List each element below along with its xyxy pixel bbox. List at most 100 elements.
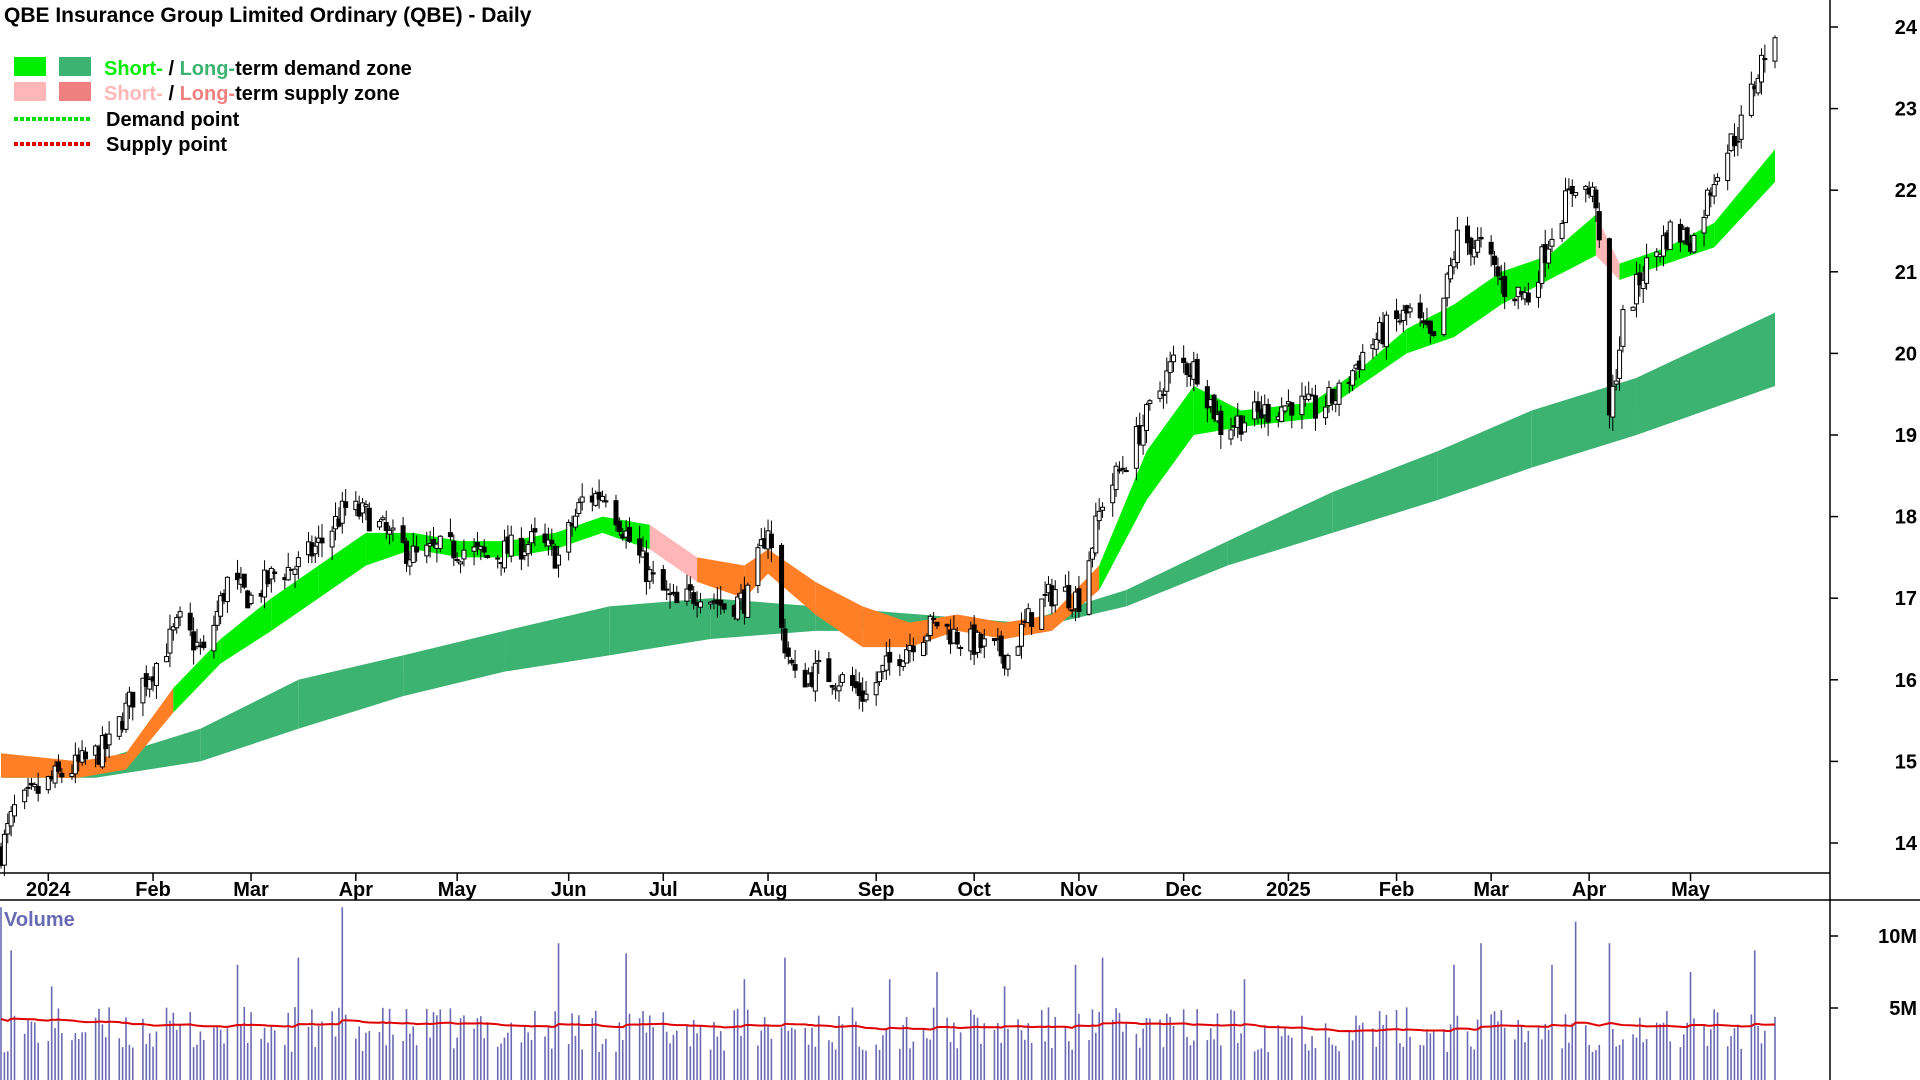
price-candle	[241, 573, 247, 590]
price-candle	[1228, 417, 1234, 446]
price-candle	[1417, 294, 1423, 327]
price-candle	[647, 566, 653, 589]
price-candle	[998, 630, 1004, 664]
price-candles	[0, 35, 1778, 877]
price-candle	[1569, 179, 1575, 207]
price-candle	[850, 666, 856, 692]
price-tick-label: 23	[1895, 99, 1917, 121]
price-candle	[1431, 331, 1437, 338]
month-tick-label: Aug	[749, 879, 788, 901]
price-candle	[5, 813, 11, 844]
price-candle	[931, 612, 937, 624]
price-candle	[1468, 236, 1474, 266]
price-candle	[1667, 219, 1673, 250]
long-term-zone-segment	[403, 630, 505, 697]
price-candle	[194, 628, 200, 650]
price-candle	[403, 537, 409, 572]
short-term-zone-segment	[862, 606, 910, 648]
short-term-zone-segment	[1548, 214, 1596, 280]
price-candle	[1515, 286, 1521, 310]
chart-title: QBE Insurance Group Limited Ordinary (QB…	[4, 4, 532, 27]
price-candle	[35, 772, 41, 802]
price-candle	[1373, 332, 1379, 356]
price-candle	[779, 543, 785, 641]
price-tick-label: 15	[1895, 751, 1917, 773]
price-candle	[32, 782, 38, 792]
month-tick-label: Dec	[1165, 879, 1202, 901]
price-candle	[1042, 581, 1048, 608]
price-candle	[1448, 257, 1454, 283]
price-candle	[170, 623, 176, 641]
price-candle	[637, 525, 643, 564]
price-candle	[1441, 297, 1447, 337]
price-candle	[360, 497, 366, 523]
price-candle	[319, 524, 325, 558]
price-candle	[785, 641, 791, 665]
legend-label-demand-zone: Short- / Long-term demand zone	[104, 58, 412, 80]
price-candle	[1123, 467, 1129, 473]
price-candle	[745, 582, 751, 618]
price-candle	[1495, 257, 1501, 286]
long-term-zone-segment	[1126, 541, 1228, 607]
price-candle	[431, 526, 437, 548]
volume-tick-label: 5M	[1889, 998, 1917, 1020]
price-candle	[532, 517, 538, 547]
long-term-zone-segment	[1227, 492, 1333, 566]
short-term-zone-segment	[318, 532, 366, 599]
price-candle	[691, 586, 697, 610]
price-candle	[343, 488, 349, 516]
short-term-zone-segment	[220, 598, 272, 664]
price-candle	[934, 621, 940, 630]
price-candle	[684, 574, 690, 606]
price-candle	[1383, 311, 1389, 360]
price-candle	[1241, 415, 1247, 433]
price-candle	[1758, 48, 1764, 95]
price-candle	[1525, 282, 1531, 306]
month-tick-label: May	[438, 879, 478, 901]
price-candle	[768, 520, 774, 563]
price-candle	[525, 540, 531, 567]
price-candle	[25, 777, 31, 797]
price-candle	[856, 672, 862, 710]
price-candle	[1546, 240, 1552, 269]
price-candle	[329, 526, 335, 560]
price-candle	[407, 550, 413, 576]
price-candle	[174, 614, 180, 634]
short-term-zone-segment	[1501, 255, 1549, 305]
price-candle	[687, 576, 693, 600]
long-term-zone-segment	[1437, 410, 1532, 501]
price-candle	[177, 606, 183, 627]
price-candle	[410, 532, 416, 564]
short-term-zone-segment	[1146, 386, 1194, 501]
price-candle	[954, 627, 960, 649]
price-candle	[1606, 237, 1612, 429]
price-candle	[1181, 345, 1187, 374]
price-candle	[130, 691, 136, 721]
price-candle	[981, 628, 987, 659]
price-candle	[211, 615, 217, 659]
month-tick-label: Jul	[649, 879, 678, 901]
price-candle	[1282, 405, 1288, 414]
price-candle	[566, 519, 572, 561]
price-candle	[214, 600, 220, 631]
price-tick-label: 14	[1895, 833, 1918, 855]
price-candle	[363, 500, 369, 521]
price-candle	[454, 552, 460, 563]
price-candle	[1488, 235, 1494, 267]
price-candle	[579, 483, 585, 511]
price-candle	[812, 649, 818, 702]
volume-tick-label: 10M	[1878, 926, 1917, 948]
price-candle	[285, 552, 291, 581]
short-term-zone-segment	[1099, 451, 1147, 591]
price-candle	[82, 747, 88, 765]
price-candle	[1715, 173, 1721, 186]
price-tick-label: 21	[1895, 262, 1917, 284]
price-candle	[1644, 243, 1650, 290]
short-term-zone-segment	[1, 753, 79, 778]
price-candle	[1120, 455, 1126, 475]
price-candle	[650, 560, 656, 585]
legend: Short- / Long-term demand zone Short- / L…	[14, 57, 412, 156]
price-candle	[383, 510, 389, 540]
price-candle	[471, 538, 477, 566]
